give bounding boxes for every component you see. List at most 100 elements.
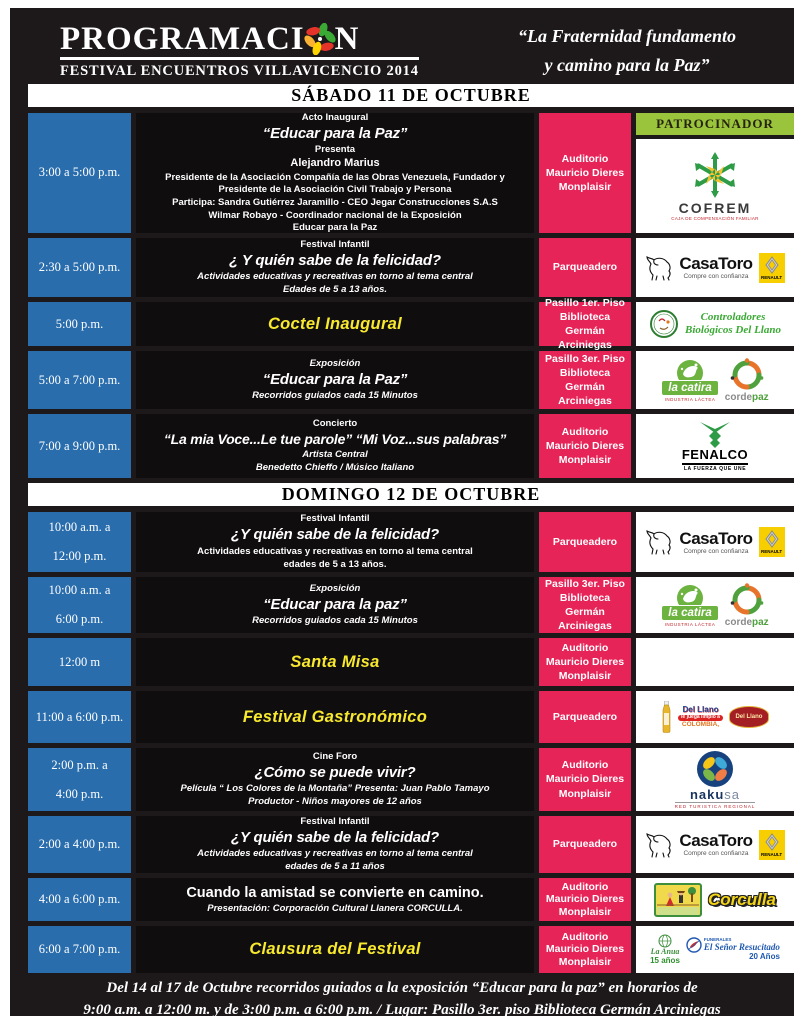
event-line: Alejandro Marius bbox=[290, 157, 380, 170]
cordepaz-part1: corde bbox=[724, 391, 753, 403]
event-title: “Educar para la Paz” bbox=[262, 124, 408, 142]
header: PROGRAMACI N FESTIVAL ENCUENTROS VILLAVI… bbox=[10, 8, 794, 84]
casatoro-tagline: Compre con confianza bbox=[683, 547, 749, 555]
event-line: Película “ Los Colores de la Montaña” Pr… bbox=[180, 783, 490, 795]
location-cell: Parqueadero bbox=[539, 238, 631, 297]
time-cell: 11:00 a 6:00 p.m. bbox=[28, 691, 131, 743]
time-cell: 2:00 p.m. a 4:00 p.m. bbox=[28, 748, 131, 811]
controladores-line2: Biológicos Del Llano bbox=[685, 324, 781, 336]
nakusa-name: nakusa bbox=[690, 788, 740, 801]
delllano-tag2: COLOMBIA, bbox=[681, 720, 720, 728]
event-line: Edades de 5 a 13 años. bbox=[282, 284, 388, 296]
event-line: Artista Central bbox=[302, 449, 368, 461]
page-title: PROGRAMACI N bbox=[60, 22, 419, 60]
casatoro-name: CasaToro bbox=[679, 528, 753, 548]
event-cell: Festival Infantil ¿Y quién sabe de la fe… bbox=[136, 512, 534, 572]
time-cell: 4:00 a 6:00 p.m. bbox=[28, 878, 131, 921]
sponsor-header: PATROCINADOR bbox=[636, 113, 794, 135]
day-header-saturday: SÁBADO 11 DE OCTUBRE bbox=[28, 84, 794, 107]
cofrem-logo: COFREM CAJA DE COMPENSACIÓN FAMILIAR bbox=[636, 139, 794, 233]
event-title: ¿Cómo se puede vivir? bbox=[254, 763, 416, 781]
event-line: Presenta bbox=[314, 144, 356, 156]
cordepaz-ring-icon bbox=[730, 357, 764, 389]
biocontrol-seal-icon bbox=[650, 310, 679, 338]
corculla-name: Corculla bbox=[707, 889, 777, 909]
schedule-row: 10:00 a.m. a 6:00 p.m. Exposición “Educa… bbox=[28, 577, 794, 633]
event-line: Festival Infantil bbox=[300, 238, 370, 250]
corculla-logo: Corculla bbox=[636, 878, 794, 921]
schedule-row: 5:00 a 7:00 p.m. Exposición “Educar para… bbox=[28, 351, 794, 409]
event-cell: Cine Foro ¿Cómo se puede vivir? Película… bbox=[136, 748, 534, 811]
globe-icon bbox=[658, 934, 672, 948]
lacatira-caption: INDUSTRIA LÁCTEA bbox=[664, 397, 716, 402]
event-line: Cine Foro bbox=[312, 750, 358, 762]
controladores-text: Controladores Biológicos Del Llano bbox=[685, 311, 781, 337]
renault-diamond-icon bbox=[764, 530, 779, 548]
schedule-row: 4:00 a 6:00 p.m. Cuando la amistad se co… bbox=[28, 878, 794, 921]
brand-block: PROGRAMACI N FESTIVAL ENCUENTROS VILLAVI… bbox=[60, 22, 419, 80]
nakusa-name-bold: naku bbox=[689, 787, 725, 802]
schedule-row: 5:00 p.m. Coctel Inaugural Pasillo 1er. … bbox=[28, 297, 794, 351]
casatoro-logo: CasaToro Compre con confianza RENAULT bbox=[636, 238, 794, 297]
cordepaz-ring-icon bbox=[730, 582, 764, 614]
sponsor-cell: la catira INDUSTRIA LÁCTEA cordepaz bbox=[636, 351, 794, 409]
fenalco-name: FENALCO bbox=[681, 447, 749, 465]
casatoro-text: CasaToro Compre con confianza bbox=[679, 254, 753, 280]
event-line: Educar para la Paz bbox=[292, 222, 378, 234]
schedule-row: 6:00 a 7:00 p.m. Clausura del Festival A… bbox=[28, 926, 794, 973]
fenalco-tagline: LA FUERZA QUE UNE bbox=[683, 465, 747, 472]
renault-logo: RENAULT bbox=[758, 527, 785, 557]
renault-logo: RENAULT bbox=[758, 829, 785, 860]
anua-name: La Anua bbox=[650, 946, 680, 956]
event-line: Exposición bbox=[309, 357, 361, 369]
cordepaz-logo: cordepaz bbox=[724, 357, 769, 403]
cordepaz-part1: corde bbox=[724, 616, 753, 628]
renault-name: RENAULT bbox=[760, 274, 783, 280]
event-line: Presidente de la Asociación Compañía de … bbox=[165, 171, 505, 195]
event-line: Festival Infantil bbox=[300, 513, 370, 525]
event-line: edades de 5 a 13 años. bbox=[283, 558, 387, 570]
event-line: Benedetto Chieffo / Músico Italiano bbox=[255, 462, 415, 474]
oil-bottle-icon bbox=[662, 701, 671, 733]
lacatira-logo: la catira INDUSTRIA LÁCTEA bbox=[661, 358, 719, 402]
lacatira-name: la catira bbox=[661, 380, 719, 396]
time-cell: 2:00 a 4:00 p.m. bbox=[28, 816, 131, 873]
event-cell: Festival Gastronómico bbox=[136, 691, 534, 743]
event-line: Wilmar Robayo - Coordinador nacional de … bbox=[208, 209, 462, 221]
motto-quote: “La Fraternidad fundamento y camino para… bbox=[517, 26, 736, 75]
location-cell: Pasillo 3er. Piso Biblioteca Germán Arci… bbox=[539, 351, 631, 409]
location-cell: Auditorio Mauricio Dieres Monplaisir bbox=[539, 414, 631, 478]
casatoro-logo: CasaToro Compre con confianza RENAULT bbox=[636, 816, 794, 873]
anua-years: 15 años bbox=[650, 955, 680, 965]
time-cell: 7:00 a 9:00 p.m. bbox=[28, 414, 131, 478]
event-cell: Festival Infantil ¿ Y quién sabe de la f… bbox=[136, 238, 534, 297]
time-cell: 10:00 a.m. a 6:00 p.m. bbox=[28, 577, 131, 633]
event-cell: Festival Infantil ¿Y quién sabe de la fe… bbox=[136, 816, 534, 873]
location-cell: Auditorio Mauricio Dieres Monplaisir bbox=[539, 748, 631, 811]
time-cell: 3:00 a 5:00 p.m. bbox=[28, 113, 131, 233]
renault-diamond-icon bbox=[764, 832, 779, 851]
fenalco-block: FENALCO LA FUERZA QUE UNE bbox=[681, 420, 749, 472]
event-cell: Concierto “La mia Voce...Le tue parole” … bbox=[136, 414, 534, 478]
event-line: Festival Infantil bbox=[300, 815, 370, 827]
casatoro-name: CasaToro bbox=[679, 831, 753, 850]
event-cell: Cuando la amistad se convierte en camino… bbox=[136, 878, 534, 921]
event-title: “Educar para la Paz” bbox=[262, 370, 408, 388]
casatoro-logo: CasaToro Compre con confianza RENAULT bbox=[636, 512, 794, 572]
festival-subtitle: FESTIVAL ENCUENTROS VILLAVICENCIO 2014 bbox=[60, 62, 419, 79]
funerales-text: FUNERALES El Señor Resucitado bbox=[703, 936, 780, 953]
nakusa-tagline: RED TURISTICA REGIONAL bbox=[674, 802, 756, 809]
casatoro-tagline: Compre con confianza bbox=[683, 273, 749, 280]
cordepaz-part2: paz bbox=[752, 391, 769, 403]
time-cell: 5:00 p.m. bbox=[28, 302, 131, 346]
event-title: Clausura del Festival bbox=[249, 940, 421, 959]
cofrem-caption: CAJA DE COMPENSACIÓN FAMILIAR bbox=[671, 215, 759, 221]
event-cell: Acto Inaugural “Educar para la Paz” Pres… bbox=[136, 111, 534, 234]
casatoro-name: CasaToro bbox=[679, 254, 753, 273]
nakusa-logo: nakusa RED TURISTICA REGIONAL bbox=[636, 748, 794, 811]
event-title: “Educar para la paz” bbox=[263, 595, 407, 613]
funerales-prefix: FUNERALES bbox=[703, 936, 732, 942]
schedule-row: 2:00 a 4:00 p.m. Festival Infantil ¿Y qu… bbox=[28, 816, 794, 873]
event-line: Acto Inaugural bbox=[301, 111, 369, 123]
time-cell: 10:00 a.m. a 12:00 p.m. bbox=[28, 512, 131, 572]
